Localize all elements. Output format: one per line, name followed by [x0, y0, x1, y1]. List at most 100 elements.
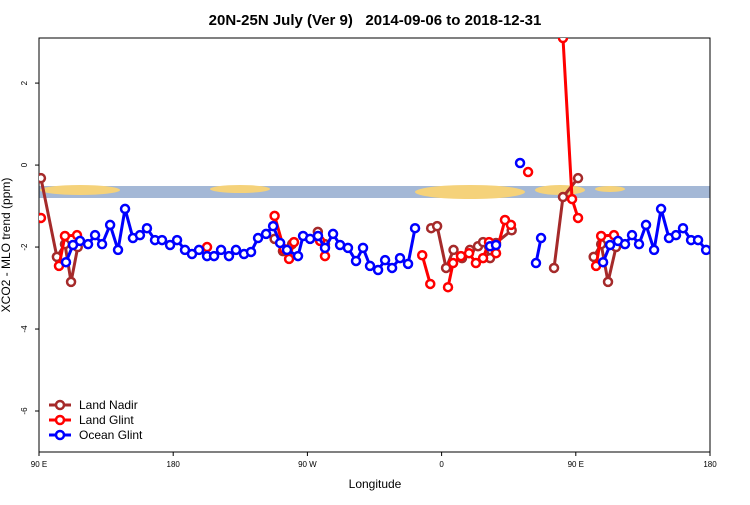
data-point — [288, 236, 300, 248]
data-point — [677, 222, 689, 234]
data-point — [171, 234, 183, 246]
legend-marker — [54, 429, 66, 441]
data-point — [208, 250, 220, 262]
data-point — [269, 210, 280, 222]
data-point — [74, 235, 86, 247]
data-point — [447, 257, 459, 269]
data-point — [505, 219, 517, 231]
data-point — [104, 219, 116, 231]
series-line — [57, 38, 615, 288]
data-point — [379, 254, 391, 266]
y-tick-label: 0 — [20, 162, 29, 167]
data-point — [65, 276, 77, 288]
data-point — [425, 278, 436, 290]
x-tick-label: 90 E — [568, 460, 584, 469]
data-point — [670, 229, 682, 241]
data-point — [39, 172, 47, 184]
data-point — [442, 281, 454, 293]
data-point — [640, 219, 652, 231]
data-point — [602, 276, 614, 288]
data-point — [522, 166, 534, 178]
data-point — [252, 232, 264, 244]
data-point — [223, 250, 235, 262]
data-point — [477, 252, 489, 264]
data-point — [141, 222, 153, 234]
data-point — [655, 203, 667, 215]
data-point — [648, 244, 660, 256]
data-point — [319, 250, 331, 262]
data-point — [440, 262, 452, 274]
data-point — [319, 242, 331, 254]
data-point — [96, 238, 108, 250]
x-tick-label: 0 — [439, 460, 444, 469]
x-tick-label: 180 — [167, 460, 181, 469]
x-tick-label: 90 E — [31, 460, 47, 469]
y-tick-label: 2 — [20, 80, 29, 85]
data-point — [364, 260, 376, 272]
data-point — [119, 203, 131, 215]
y-tick-label: -6 — [20, 407, 29, 415]
data-point — [548, 262, 560, 274]
data-point — [245, 246, 257, 258]
data-point — [292, 250, 304, 262]
data-point — [572, 172, 584, 184]
data-point — [267, 220, 279, 232]
data-point — [215, 244, 227, 256]
data-point — [448, 244, 459, 256]
data-point — [597, 256, 609, 268]
data-point — [700, 244, 710, 256]
y-axis-label: XCO2 - MLO trend (ppm) — [0, 178, 13, 313]
y-tick-label: -2 — [20, 243, 29, 251]
data-point — [274, 237, 286, 249]
data-point — [281, 244, 293, 256]
data-point — [230, 244, 242, 256]
data-point — [312, 230, 324, 242]
plot-frame — [38, 37, 711, 453]
data-point — [626, 229, 638, 241]
data-point — [39, 212, 47, 224]
data-point — [402, 258, 414, 270]
plot-area — [39, 38, 710, 293]
data-point — [530, 257, 542, 269]
data-point — [134, 229, 146, 241]
data-point — [394, 252, 406, 264]
data-point — [470, 257, 482, 269]
data-point — [692, 234, 704, 246]
data-point — [490, 239, 502, 251]
data-point — [59, 230, 71, 242]
data-point — [327, 228, 339, 240]
y-tick-label: -4 — [20, 325, 29, 333]
x-tick-label: 180 — [703, 460, 717, 469]
data-point — [431, 220, 443, 232]
data-point — [557, 191, 569, 203]
data-point — [455, 250, 467, 262]
data-point — [283, 253, 295, 265]
data-point — [463, 247, 475, 259]
legend-marker — [54, 399, 66, 411]
data-point — [604, 239, 616, 251]
data-point — [156, 234, 168, 246]
x-axis-label: Longitude — [349, 477, 402, 491]
x-tick-label: 90 W — [298, 460, 317, 469]
data-point — [633, 238, 645, 250]
data-point — [386, 262, 398, 274]
data-point — [514, 157, 526, 169]
data-point — [357, 242, 369, 254]
data-point — [60, 256, 72, 268]
data-point — [350, 255, 362, 267]
data-point — [164, 239, 176, 251]
data-point — [572, 212, 584, 224]
map-strip — [39, 185, 710, 199]
legend-label: Land Nadir — [79, 398, 138, 412]
data-point — [595, 230, 607, 242]
data-point — [201, 241, 213, 253]
data-point — [342, 242, 354, 254]
data-point — [619, 238, 631, 250]
data-point — [566, 193, 578, 205]
chart-title: 20N-25N July (Ver 9) 2014-09-06 to 2018-… — [209, 12, 542, 29]
data-point — [416, 249, 428, 261]
data-point — [535, 232, 547, 244]
data-point — [260, 228, 272, 240]
data-point — [89, 229, 101, 241]
